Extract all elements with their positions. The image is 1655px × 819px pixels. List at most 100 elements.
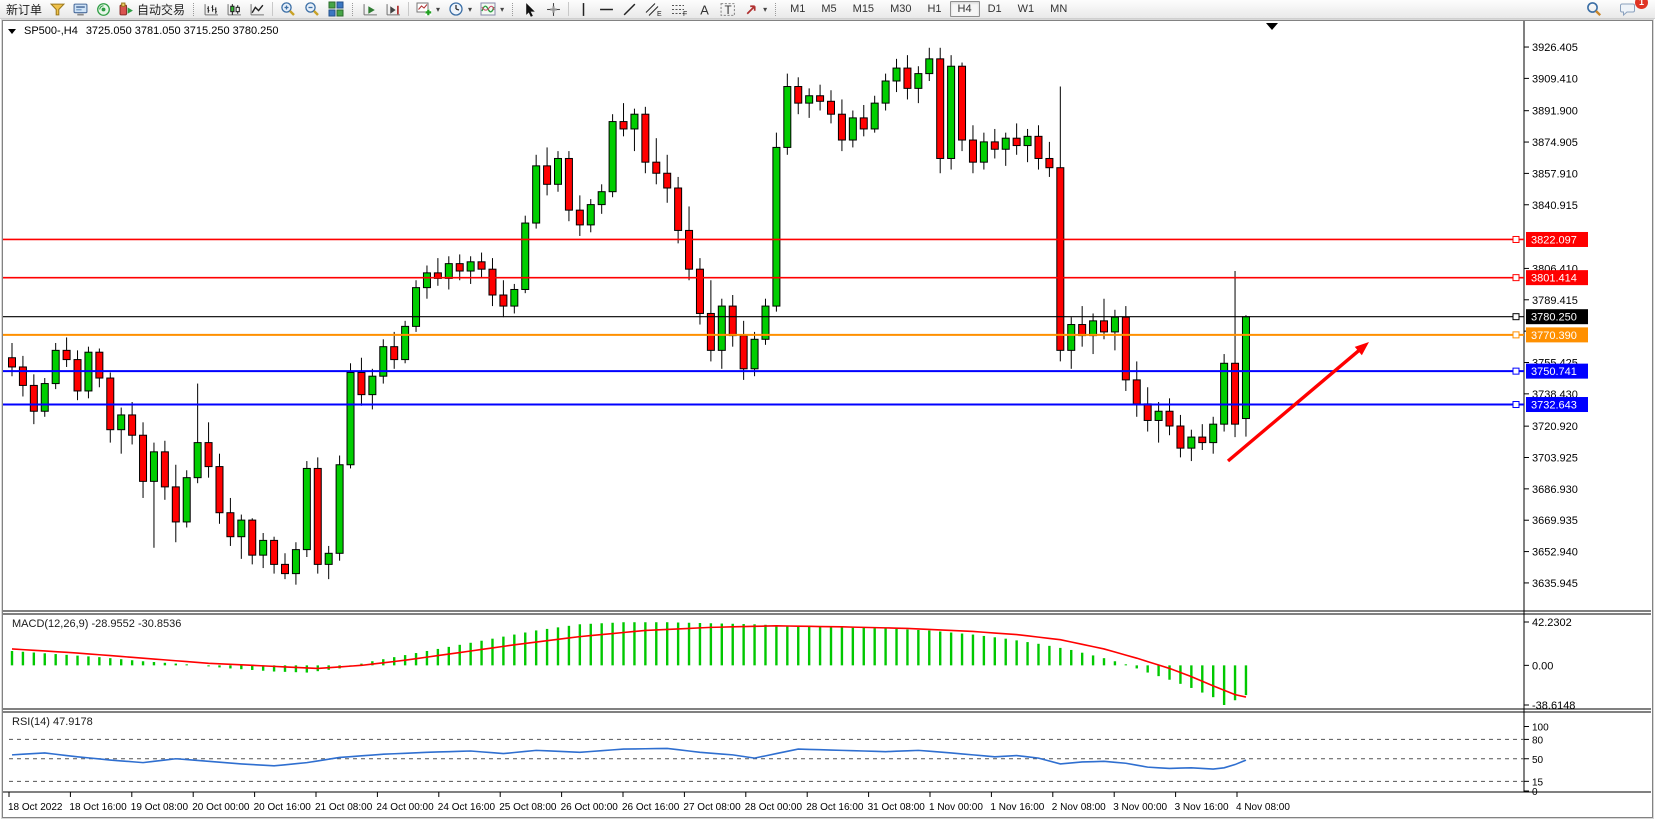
- price-badge: [1526, 327, 1588, 343]
- trend-arrow-head[interactable]: [1354, 342, 1369, 356]
- timeframe-m15[interactable]: M15: [852, 3, 875, 15]
- timeframe-w1[interactable]: W1: [1017, 3, 1035, 15]
- candle-body: [903, 67, 912, 89]
- price-badge-label: 3732.643: [1531, 400, 1577, 412]
- market-watch-icon[interactable]: [46, 1, 69, 18]
- arrows-dropdown[interactable]: ▾: [740, 1, 771, 18]
- candle-body: [597, 191, 606, 206]
- candle-body: [466, 261, 475, 272]
- candle-body: [685, 229, 694, 270]
- timeframe-m1[interactable]: M1: [790, 3, 806, 15]
- candle-body: [18, 366, 27, 386]
- candle-body: [379, 346, 388, 377]
- candle-body: [149, 451, 158, 482]
- label-tool[interactable]: T: [716, 1, 740, 18]
- time-axis-label: 1 Nov 00:00: [929, 802, 983, 813]
- time-axis-label: 24 Oct 16:00: [438, 802, 496, 813]
- candle-body: [1089, 320, 1098, 337]
- periods-dropdown[interactable]: ▾: [444, 1, 476, 18]
- bar-chart-mode-icon[interactable]: [200, 1, 223, 18]
- horizontal-line-tool[interactable]: [595, 1, 618, 18]
- macd-axis-tick-label: 42.2302: [1532, 617, 1572, 629]
- zoom-in-icon[interactable]: [276, 1, 300, 18]
- equidistant-channel-tool[interactable]: E: [641, 1, 667, 18]
- indicators-dropdown[interactable]: ▾: [476, 1, 508, 18]
- cursor-tool[interactable]: [519, 1, 542, 18]
- signals-icon[interactable]: [92, 1, 115, 18]
- candle-body: [422, 272, 431, 289]
- candle-body: [543, 165, 552, 185]
- candle-body: [706, 312, 715, 351]
- candle-body: [717, 305, 726, 351]
- candle-body: [739, 335, 748, 370]
- timeframe-h1[interactable]: H1: [927, 3, 942, 15]
- timeframe-m30[interactable]: M30: [890, 3, 912, 15]
- price-axis-tick-label: 3720.920: [1532, 421, 1578, 433]
- timeframe-mn[interactable]: MN: [1050, 3, 1068, 15]
- timeframe-h4[interactable]: H4: [949, 1, 980, 17]
- candlestick-mode-icon[interactable]: [223, 1, 246, 18]
- candle-body: [1056, 167, 1065, 351]
- price-line-handle[interactable]: [1512, 235, 1520, 243]
- candle-body: [40, 383, 49, 412]
- price-line-handle[interactable]: [1512, 331, 1520, 339]
- rsi-axis-tick-label: 100: [1532, 723, 1549, 734]
- candle-body: [1012, 137, 1021, 147]
- candle-body: [412, 287, 421, 327]
- search-icon[interactable]: [1582, 1, 1606, 18]
- crosshair-tool[interactable]: [542, 1, 565, 18]
- candle-body: [750, 338, 759, 370]
- candle-body: [368, 375, 377, 396]
- candle-body: [477, 261, 486, 270]
- rsi-axis-tick-label: 15: [1532, 777, 1544, 788]
- time-axis-label: 4 Nov 08:00: [1236, 802, 1290, 813]
- time-axis-label: 18 Oct 16:00: [69, 802, 127, 813]
- chart-shift-icon[interactable]: [382, 1, 405, 18]
- timeframe-m5[interactable]: M5: [821, 3, 837, 15]
- price-axis-tick-label: 3891.900: [1532, 106, 1578, 118]
- candle-body: [925, 58, 934, 75]
- text-tool[interactable]: A: [693, 1, 716, 18]
- price-line-handle[interactable]: [1512, 274, 1520, 282]
- auto-scroll-icon[interactable]: [359, 1, 382, 18]
- new-order-button[interactable]: 新订单: [2, 1, 46, 18]
- time-axis-label: 31 Oct 08:00: [868, 802, 926, 813]
- candle-body: [291, 549, 300, 575]
- vertical-line-tool[interactable]: [572, 1, 595, 18]
- time-axis-label: 25 Oct 08:00: [499, 802, 557, 813]
- candle-body: [1143, 403, 1152, 421]
- candle-body: [990, 141, 999, 150]
- one-click-panel-caret-icon[interactable]: [1266, 23, 1278, 30]
- candle-body: [936, 58, 945, 159]
- tile-windows-icon[interactable]: [324, 1, 348, 18]
- trendline-tool[interactable]: [618, 1, 641, 18]
- candle-body: [1209, 423, 1218, 444]
- notification-count-badge: 1: [1635, 0, 1648, 9]
- timeframe-d1[interactable]: D1: [987, 3, 1002, 15]
- price-line-handle[interactable]: [1512, 401, 1520, 409]
- time-axis-label: 19 Oct 08:00: [131, 802, 189, 813]
- rsi-axis-tick-label: 50: [1532, 755, 1544, 766]
- time-axis-label: 3 Nov 16:00: [1175, 802, 1229, 813]
- terminal-icon[interactable]: [69, 1, 92, 18]
- fibonacci-tool[interactable]: F: [667, 1, 693, 18]
- price-line-handle[interactable]: [1512, 313, 1520, 321]
- chart-title-caret-icon[interactable]: [8, 28, 16, 34]
- text-tool-glyph: A: [700, 2, 709, 17]
- line-chart-mode-icon[interactable]: [246, 1, 269, 18]
- candle-body: [554, 157, 562, 185]
- price-line-handle[interactable]: [1512, 367, 1520, 375]
- trend-arrow-annotation[interactable]: [1226, 347, 1363, 463]
- candle-body: [1154, 410, 1163, 421]
- candle-body: [95, 351, 104, 379]
- zoom-out-icon[interactable]: [300, 1, 324, 18]
- notifications-icon[interactable]: 1: [1616, 0, 1648, 18]
- candle-body: [914, 73, 923, 89]
- candle-body: [1001, 137, 1010, 150]
- autotrading-button[interactable]: 自动交易: [115, 1, 189, 18]
- candle-body: [783, 86, 792, 148]
- candle-body: [870, 102, 879, 130]
- candle-body: [1132, 379, 1141, 405]
- candle-body: [674, 187, 683, 231]
- new-chart-dropdown[interactable]: ▾: [412, 1, 444, 18]
